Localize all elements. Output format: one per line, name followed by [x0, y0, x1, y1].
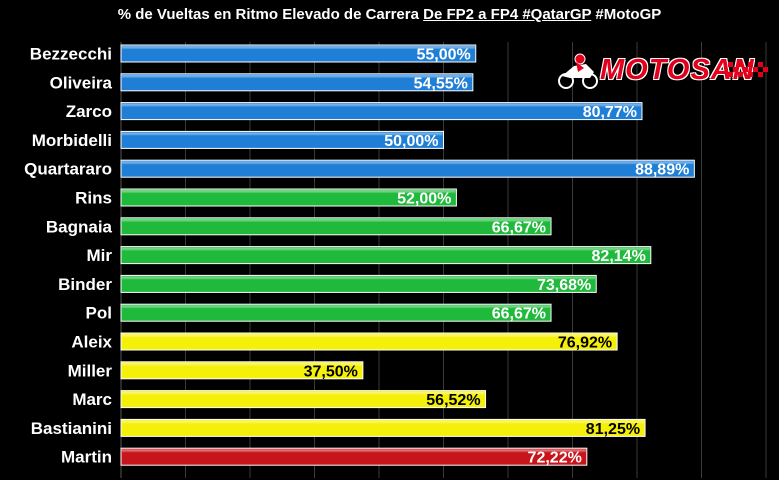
chart-title: % de Vueltas en Ritmo Elevado de Carrera… — [0, 6, 779, 23]
value-labels: 55,00% 54,55% 80,77% 50,00% 88,89% 52,00% 66,6… — [304, 47, 690, 467]
value-label: 52,00% — [397, 191, 451, 208]
category-label: Mir — [87, 246, 113, 265]
category-label: Pol — [86, 304, 112, 323]
bar-martin — [120, 447, 588, 466]
value-label: 80,77% — [583, 104, 637, 121]
value-label: 50,00% — [384, 133, 438, 150]
motosan-logo: MOTOSAN — [556, 52, 771, 90]
value-label: 66,67% — [492, 306, 546, 323]
category-label: Rins — [75, 189, 112, 208]
title-hashtag-motogp: #MotoGP — [591, 6, 662, 23]
bar-quartararo — [120, 159, 695, 178]
value-label: 88,89% — [635, 162, 689, 179]
category-label: Marc — [72, 390, 112, 409]
bar-bagnaia — [120, 217, 552, 236]
logo-text: MOTOSAN — [600, 54, 755, 86]
bar-pol — [120, 303, 552, 322]
motorbike-rider-icon — [558, 53, 598, 89]
value-label: 73,68% — [537, 277, 591, 294]
value-label: 76,92% — [558, 335, 612, 352]
bar-bastianini — [120, 418, 646, 437]
category-label: Quartararo — [24, 160, 112, 179]
value-label: 72,22% — [528, 450, 582, 467]
value-label: 81,25% — [586, 421, 640, 438]
bar-binder — [120, 274, 597, 293]
category-label: Bagnaia — [46, 217, 113, 236]
value-label: 66,67% — [492, 219, 546, 236]
value-label: 54,55% — [414, 75, 468, 92]
category-label: Bezzecchi — [30, 45, 112, 64]
value-label: 82,14% — [592, 248, 646, 265]
category-label: Aleix — [71, 333, 112, 352]
checkered-flag-icon — [728, 62, 768, 77]
category-label: Miller — [68, 361, 113, 380]
bar-aleix — [120, 332, 618, 351]
value-label: 37,50% — [304, 363, 358, 380]
category-label: Binder — [58, 275, 112, 294]
bar-mir — [120, 246, 652, 265]
category-label: Morbidelli — [32, 131, 112, 150]
category-label: Bastianini — [31, 419, 112, 438]
category-label: Zarco — [66, 102, 112, 121]
bar-zarco — [120, 102, 643, 121]
value-label: 55,00% — [416, 47, 470, 64]
category-labels: Bezzecchi Oliveira Zarco Morbidelli Quartara… — [24, 45, 112, 467]
title-text: % de Vueltas en Ritmo Elevado de Carrera — [117, 6, 424, 23]
category-label: Oliveira — [50, 73, 113, 92]
title-hashtag-race: De FP2 a FP4 #QatarGP — [423, 6, 592, 23]
value-label: 56,52% — [426, 392, 480, 409]
category-label: Martin — [61, 448, 112, 467]
